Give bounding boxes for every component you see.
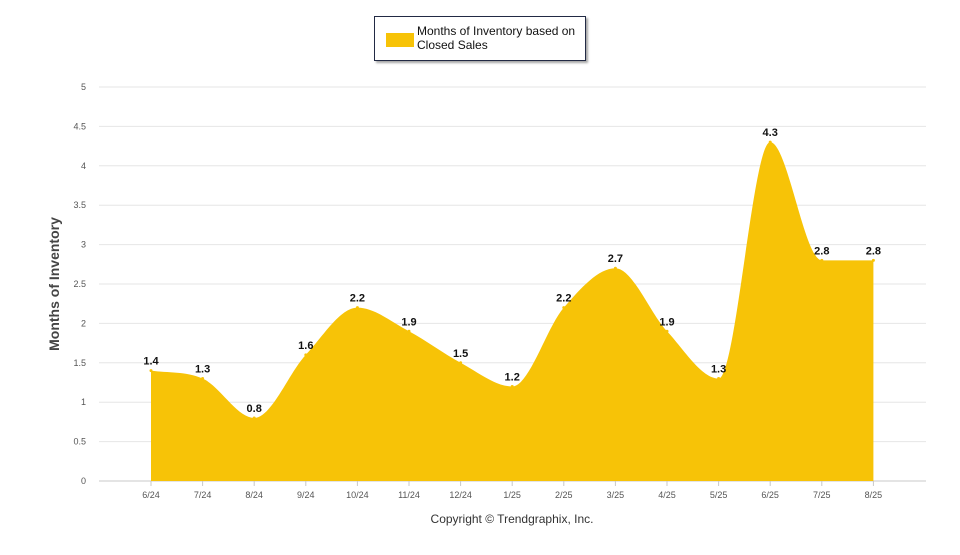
x-tick-label: 4/25	[658, 490, 676, 500]
data-point	[355, 306, 359, 310]
data-point	[149, 369, 153, 373]
data-point	[613, 266, 617, 270]
y-tick-label: 0	[81, 476, 86, 486]
y-tick-label: 4	[81, 161, 86, 171]
x-tick-label: 7/25	[813, 490, 831, 500]
axes: 0 0.5 1 1.5 2 2.5 3 3.5 4 4.5 5 6/24 7/24 8/24 9/24 10/…	[73, 82, 882, 500]
x-tick-label: 12/24	[449, 490, 472, 500]
data-point	[717, 377, 721, 381]
x-tick-label: 8/24	[245, 490, 263, 500]
x-tick-label: 1/25	[503, 490, 521, 500]
data-point	[407, 329, 411, 333]
data-point	[304, 353, 308, 357]
data-point	[665, 329, 669, 333]
y-tick-label: 1	[81, 397, 86, 407]
legend-label: Months of Inventory based on Closed Sale…	[417, 24, 576, 52]
x-tick-label: 11/24	[398, 490, 420, 500]
data-labels: 1.4 1.3 0.8 1.6 2.2 1.9 1.5 1.2 2.2 2.7 1.9 1.3 4.3 2…	[143, 127, 881, 415]
data-label: 1.9	[401, 316, 416, 328]
copyright-text: Copyright © Trendgraphix, Inc.	[430, 512, 594, 526]
y-tick-label: 2	[81, 318, 86, 328]
x-tick-label: 9/24	[297, 490, 315, 500]
x-tick-label: 3/25	[607, 490, 625, 500]
data-point	[201, 377, 205, 381]
data-label: 1.2	[505, 371, 520, 383]
data-label: 0.8	[247, 403, 262, 415]
x-tick-label: 7/24	[194, 490, 212, 500]
y-tick-label: 2.5	[73, 279, 86, 289]
y-tick-label: 5	[81, 82, 86, 92]
data-label: 2.8	[814, 245, 829, 257]
area-fill	[151, 142, 874, 481]
legend: Months of Inventory based on Closed Sale…	[374, 16, 586, 61]
data-point	[459, 361, 463, 365]
x-tick-label: 2/25	[555, 490, 573, 500]
x-tick-label: 10/24	[346, 490, 369, 500]
data-label: 2.8	[866, 245, 881, 257]
y-tick-label: 1.5	[73, 358, 86, 368]
data-label: 1.5	[453, 348, 468, 360]
data-point	[562, 306, 566, 310]
y-tick-label: 0.5	[73, 437, 86, 447]
y-tick-label: 3.5	[73, 200, 86, 210]
data-point	[252, 416, 256, 420]
y-tick-label: 3	[81, 240, 86, 250]
x-tick-label: 8/25	[865, 490, 883, 500]
x-tick-label: 6/25	[761, 490, 779, 500]
data-label: 1.3	[711, 364, 726, 376]
data-label: 2.2	[350, 293, 365, 305]
data-point	[768, 140, 772, 144]
x-tick-label: 6/24	[142, 490, 160, 500]
data-point	[510, 384, 514, 388]
data-label: 2.7	[608, 253, 623, 265]
data-point	[871, 258, 875, 262]
data-label: 1.3	[195, 364, 210, 376]
y-axis-title: Months of Inventory	[46, 217, 62, 351]
data-label: 1.4	[143, 356, 159, 368]
data-label: 4.3	[763, 127, 778, 139]
y-tick-label: 4.5	[73, 121, 86, 131]
area-series	[149, 140, 875, 481]
data-label: 2.2	[556, 293, 571, 305]
x-tick-label: 5/25	[710, 490, 728, 500]
legend-swatch	[386, 33, 414, 47]
data-point	[820, 258, 824, 262]
data-label: 1.6	[298, 340, 313, 352]
data-label: 1.9	[659, 316, 674, 328]
